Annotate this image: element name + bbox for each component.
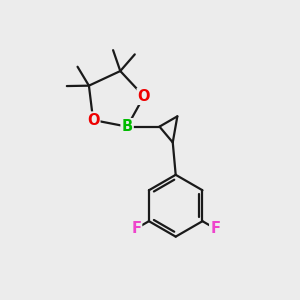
Text: O: O [138,89,150,104]
Text: B: B [122,119,133,134]
Text: F: F [210,221,220,236]
Text: O: O [87,112,99,128]
Text: F: F [131,221,141,236]
